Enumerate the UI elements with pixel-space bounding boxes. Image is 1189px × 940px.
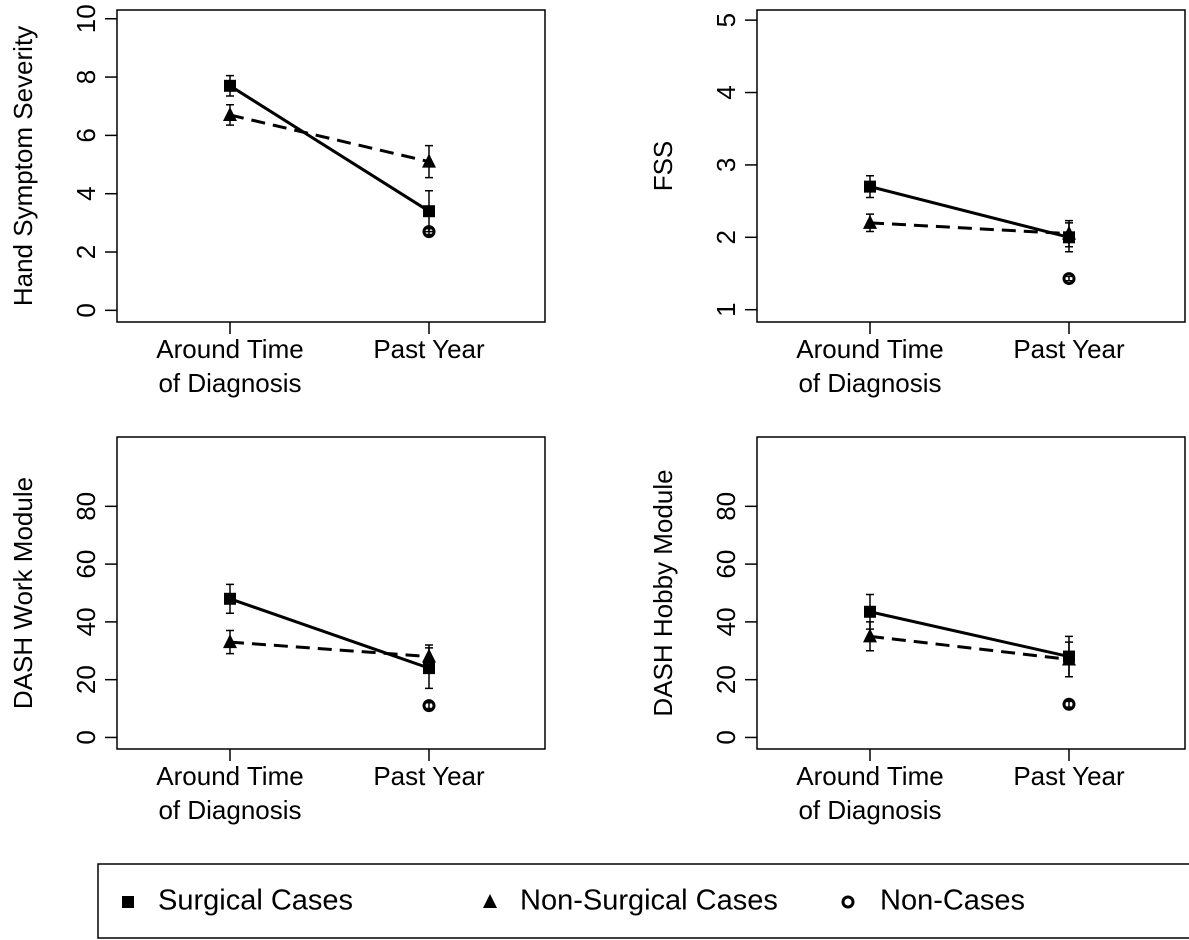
marker <box>483 894 497 908</box>
marker <box>223 106 237 121</box>
marker <box>422 153 436 168</box>
error-bar <box>1065 700 1073 708</box>
y-axis-title: DASH Work Module <box>8 477 38 709</box>
legend-label: Non-Cases <box>880 885 1025 917</box>
series-line <box>869 610 1070 659</box>
y-tick-label: 60 <box>711 550 741 579</box>
x-tick-label: Around Time of Diagnosis <box>796 761 944 825</box>
legend-label: Non-Surgical Cases <box>520 885 778 917</box>
y-tick-label: 2 <box>71 245 101 259</box>
y-axis-title: DASH Hobby Module <box>648 469 678 716</box>
marker <box>422 225 436 239</box>
marker <box>224 79 236 92</box>
y-tick-label: 10 <box>71 4 101 33</box>
x-tick-label: Past Year <box>373 761 485 791</box>
marker <box>864 180 876 193</box>
y-tick-label: 4 <box>711 85 741 99</box>
x-tick-label: Around Time of Diagnosis <box>156 334 304 398</box>
marker <box>864 605 876 618</box>
series-line <box>229 113 430 164</box>
y-tick-label: 3 <box>711 158 741 172</box>
legend-box <box>97 863 1189 939</box>
x-tick-label: Around Time of Diagnosis <box>156 761 304 825</box>
x-tick-label: Past Year <box>1013 761 1125 791</box>
y-tick-label: 80 <box>71 492 101 521</box>
marker <box>223 634 237 649</box>
y-tick-label: 8 <box>71 70 101 84</box>
y-tick-label: 40 <box>711 607 741 636</box>
y-axis-title: FSS <box>648 141 678 192</box>
y-tick-label: 5 <box>711 13 741 27</box>
marker <box>1062 697 1076 711</box>
plot-box <box>116 436 546 750</box>
series-line <box>869 221 1070 236</box>
y-tick-label: 6 <box>71 128 101 142</box>
y-tick-label: 0 <box>71 730 101 744</box>
marker <box>224 592 236 605</box>
plot-box <box>116 9 546 323</box>
y-axis-title: Hand Symptom Severity <box>8 26 38 306</box>
marker <box>422 648 436 663</box>
error-bar <box>1065 275 1073 282</box>
series-line <box>869 185 1070 239</box>
y-tick-label: 40 <box>71 607 101 636</box>
marker <box>1062 225 1076 240</box>
y-tick-label: 60 <box>71 550 101 579</box>
series-line <box>229 597 430 670</box>
marker <box>841 895 855 909</box>
y-tick-label: 4 <box>71 186 101 200</box>
x-tick-label: Past Year <box>1013 334 1125 364</box>
marker <box>422 699 436 713</box>
marker <box>863 214 877 229</box>
marker <box>122 896 134 908</box>
plot-box <box>756 9 1186 323</box>
y-tick-label: 2 <box>711 230 741 244</box>
marker <box>863 628 877 643</box>
legend-label: Surgical Cases <box>158 885 353 917</box>
y-tick-label: 0 <box>711 730 741 744</box>
error-bar <box>425 702 433 710</box>
x-tick-label: Past Year <box>373 334 485 364</box>
series-line <box>869 634 1070 661</box>
marker <box>1062 651 1076 666</box>
y-tick-label: 1 <box>711 302 741 316</box>
y-tick-label: 80 <box>711 492 741 521</box>
series-line <box>229 84 430 213</box>
y-tick-label: 20 <box>71 665 101 694</box>
x-tick-label: Around Time of Diagnosis <box>796 334 944 398</box>
series-line <box>229 640 430 659</box>
marker <box>423 205 435 218</box>
y-tick-label: 20 <box>711 665 741 694</box>
marker <box>1062 272 1076 286</box>
plot-box <box>756 436 1186 750</box>
y-tick-label: 0 <box>71 303 101 317</box>
